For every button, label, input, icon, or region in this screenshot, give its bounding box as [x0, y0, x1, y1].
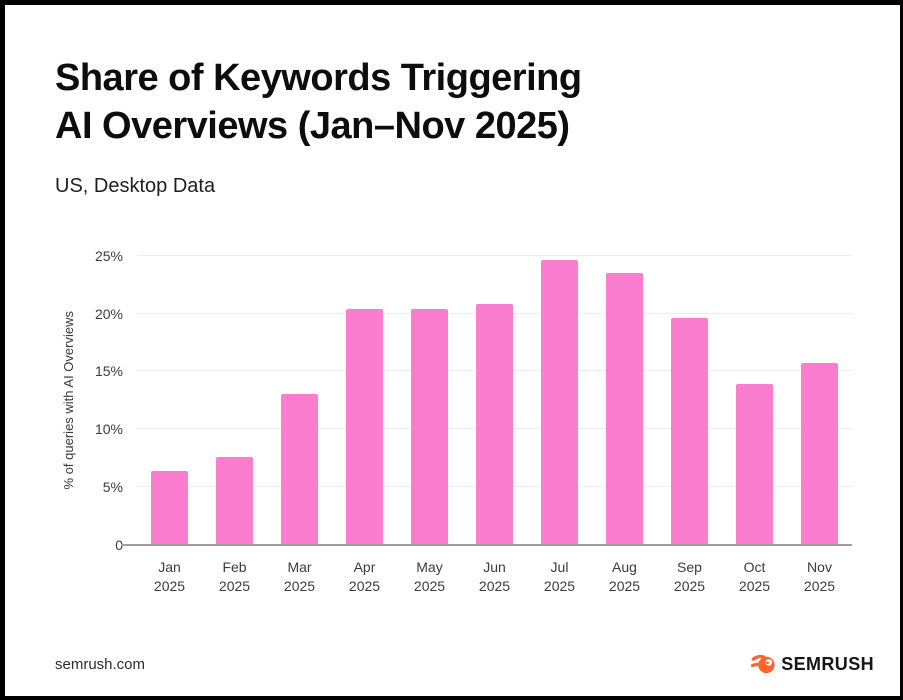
x-tick-label: May 2025 — [413, 558, 446, 595]
bar-mar — [281, 394, 318, 545]
x-tick-label: Mar 2025 — [283, 558, 316, 595]
bar-aug — [606, 273, 643, 545]
bar-slot — [592, 256, 657, 545]
semrush-logo: SEMRUSH — [751, 652, 874, 676]
semrush-wordmark: SEMRUSH — [781, 653, 874, 674]
plot-area — [121, 254, 852, 546]
y-axis-title-column: % of queries with AI Overviews — [55, 256, 81, 545]
x-tick-label: Jan 2025 — [153, 558, 186, 595]
x-axis-baseline — [121, 543, 852, 546]
bar-slot — [722, 256, 787, 545]
bar-slot — [462, 256, 527, 545]
y-tick-label: 15% — [94, 363, 123, 380]
header: Share of Keywords Triggering AI Overview… — [5, 5, 900, 198]
bar-slot — [202, 256, 267, 545]
y-tick-label: 5% — [102, 478, 123, 495]
bar-jun — [476, 304, 513, 545]
bar-sep — [671, 318, 708, 545]
y-tick-label: 0 — [115, 536, 123, 553]
semrush-flame-icon — [751, 654, 775, 674]
bar-slot — [267, 256, 332, 545]
bar-slot — [397, 256, 462, 545]
bar-slot — [332, 256, 397, 545]
source-url: semrush.com — [55, 655, 146, 673]
y-tick-label: 25% — [94, 247, 123, 264]
bar-slot — [527, 256, 592, 545]
bar-chart: % of queries with AI Overviews 25% 20% 15%… — [55, 248, 852, 597]
bar-slot — [137, 256, 202, 545]
bars — [137, 256, 852, 545]
x-tick-label: Nov 2025 — [803, 558, 836, 595]
bar-oct — [736, 384, 773, 545]
x-tick-label: Jun 2025 — [478, 558, 511, 595]
title-line-2: AI Overviews (Jan–Nov 2025) — [55, 104, 570, 147]
x-labels: Jan 2025 Feb 2025 Mar 2025 Apr 2025 May 2025 Jun 20… — [137, 558, 852, 597]
page-title: Share of Keywords Triggering AI Overview… — [55, 55, 852, 151]
bar-may — [411, 308, 448, 545]
x-tick-label: Sep 2025 — [673, 558, 706, 595]
bar-jan — [151, 470, 188, 545]
y-tick-labels: 25% 20% 15% 10% 5% 0 — [81, 248, 137, 553]
x-tick-label: Oct 2025 — [738, 558, 771, 595]
x-tick-label: Aug 2025 — [608, 558, 641, 595]
x-tick-label: Jul 2025 — [543, 558, 576, 595]
bar-slot — [657, 256, 722, 545]
bar-feb — [216, 456, 253, 545]
bar-apr — [346, 308, 383, 545]
y-axis-title: % of queries with AI Overviews — [60, 311, 76, 490]
x-tick-label: Apr 2025 — [348, 558, 381, 595]
chart-subtitle: US, Desktop Data — [55, 174, 216, 197]
footer: semrush.com SEMRUSH — [5, 652, 900, 696]
y-tick-label: 20% — [94, 305, 123, 322]
bar-nov — [801, 363, 838, 545]
bar-jul — [541, 260, 578, 545]
infographic-card: Share of Keywords Triggering AI Overview… — [5, 5, 900, 696]
bar-slot — [787, 256, 852, 545]
gridline — [137, 254, 852, 256]
y-tick-label: 10% — [94, 421, 123, 438]
x-tick-label: Feb 2025 — [218, 558, 251, 595]
title-line-1: Share of Keywords Triggering — [55, 57, 582, 99]
